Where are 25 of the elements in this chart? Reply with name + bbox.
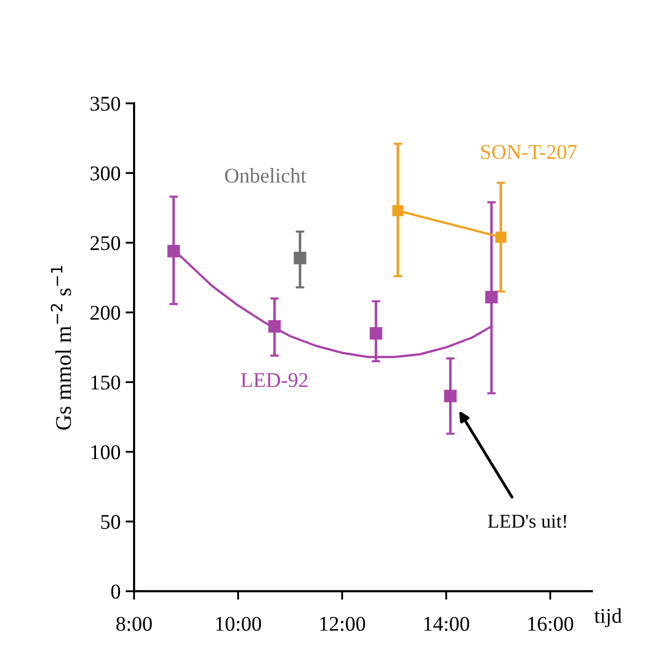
y-tick-label: 150 bbox=[91, 375, 120, 390]
y-tick-label: 100 bbox=[91, 445, 120, 460]
y-tick-label: 350 bbox=[90, 96, 120, 111]
point bbox=[294, 252, 306, 264]
x-tick-label: 10:00 bbox=[216, 616, 262, 631]
point bbox=[444, 390, 457, 402]
point bbox=[370, 327, 382, 340]
x-tick-label: 16:00 bbox=[528, 616, 574, 631]
text: LED-92 bbox=[241, 373, 308, 388]
y-tick-label: 250 bbox=[90, 236, 120, 250]
x-axis-title: tijd bbox=[594, 608, 622, 628]
y-tick-label: 0 bbox=[111, 584, 120, 599]
y-tick-label: 300 bbox=[90, 166, 120, 180]
x-tick-label: 8:00 bbox=[116, 616, 152, 631]
annotation: LED's uit! bbox=[488, 514, 566, 528]
point bbox=[268, 320, 281, 333]
y-tick-label: 200 bbox=[90, 306, 120, 320]
text: Onbelicht bbox=[225, 168, 306, 183]
y-axis-title: Gs mmol m$^{−2}$ s$^{−1}$ bbox=[50, 266, 72, 430]
point bbox=[485, 290, 498, 304]
text: SON-T-207 bbox=[481, 144, 577, 160]
x-tick-label: 12:00 bbox=[320, 616, 366, 631]
point bbox=[167, 244, 180, 258]
x-tick-label: 14:00 bbox=[424, 616, 470, 631]
y-tick-label: 50 bbox=[101, 514, 120, 529]
